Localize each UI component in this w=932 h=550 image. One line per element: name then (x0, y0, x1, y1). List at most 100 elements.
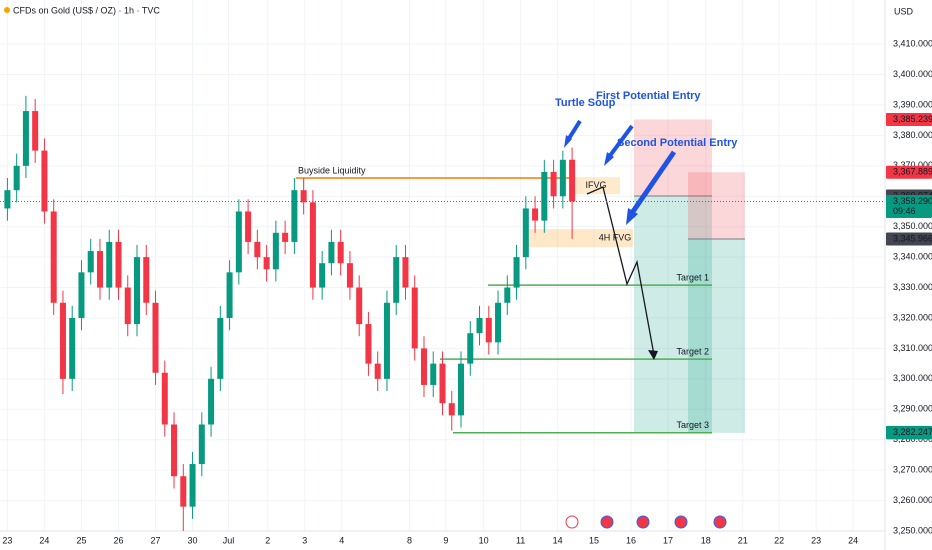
candle-body (22, 111, 29, 166)
y-tick-label: 3,310.000 (893, 343, 932, 353)
y-tick-label: 3,330.000 (893, 282, 932, 292)
price-tag (886, 232, 932, 246)
candle-body (217, 317, 224, 379)
candle-body (226, 272, 233, 318)
candle-body (495, 302, 502, 343)
candle-body (328, 241, 335, 264)
x-tick-label: 30 (188, 535, 198, 545)
candle-body (282, 232, 289, 242)
candle-body (115, 241, 122, 288)
candle-body (541, 171, 548, 221)
candle-body (522, 208, 529, 258)
zone-label: IFVG (585, 180, 606, 190)
y-tick-label: 3,320.000 (893, 312, 932, 322)
event-icon (713, 515, 727, 529)
candle-body (559, 159, 566, 197)
x-tick-label: 26 (113, 535, 123, 545)
x-tick-label: 4 (339, 535, 344, 545)
candle-body (439, 363, 446, 404)
candle-body (198, 424, 205, 465)
y-tick-label: 3,400.000 (893, 69, 932, 79)
candle-body (374, 363, 381, 379)
x-tick-label: 17 (663, 535, 673, 545)
price-tag (886, 165, 932, 179)
candle-body (448, 403, 455, 416)
y-tick-label: 3,270.000 (893, 465, 932, 475)
candle-body (476, 317, 483, 334)
candle-body (143, 257, 150, 303)
x-tick-label: 2 (265, 535, 270, 545)
event-icon (565, 515, 579, 529)
event-icon (674, 515, 688, 529)
event-icon (636, 515, 650, 529)
candle-body (96, 251, 103, 288)
x-tick-label: 11 (516, 535, 525, 545)
candle-body (467, 333, 474, 364)
x-tick-label: Jul (223, 535, 235, 545)
x-tick-label: 9 (443, 535, 448, 545)
price-tag (886, 426, 932, 440)
candle-body (319, 263, 326, 288)
x-tick-label: 24 (848, 535, 858, 545)
x-tick-label: 23 (2, 535, 12, 545)
price-tag-label: 3,282.247 (893, 427, 932, 437)
candle-body (365, 324, 372, 364)
x-tick-label: 27 (151, 535, 161, 545)
candle-body (235, 211, 242, 273)
candle-body (133, 257, 141, 325)
x-tick-label: 8 (407, 535, 412, 545)
y-tick-label: 3,350.000 (893, 221, 932, 231)
callout: Turtle Soup (555, 97, 616, 109)
target-zone (688, 238, 745, 433)
candle-body (152, 302, 159, 373)
liquidity-label: Buyside Liquidity (298, 165, 366, 175)
candle-body (13, 165, 20, 191)
candle-body (346, 263, 353, 288)
candle-body (309, 202, 316, 288)
x-tick-label: 16 (626, 535, 636, 545)
candle-body (504, 287, 511, 303)
price-tag-label: 3,367.889 (893, 167, 932, 177)
price-tag (886, 112, 932, 126)
candle-body (291, 190, 298, 242)
candle-body (411, 287, 418, 349)
x-tick-label: 15 (589, 535, 599, 545)
arrow-head (648, 350, 658, 360)
y-tick-label: 3,370.000 (893, 160, 932, 170)
candle-body (69, 317, 76, 379)
callout: Second Potential Entry (617, 137, 738, 149)
candle-body (420, 348, 427, 385)
x-tick-label: 3 (302, 535, 307, 545)
fvg-zone (523, 229, 633, 248)
x-tick-label: 14 (553, 535, 563, 545)
callout: First Potential Entry (596, 90, 701, 102)
candle-body (208, 378, 215, 425)
candle-body (161, 372, 168, 425)
y-tick-label: 3,300.000 (893, 373, 932, 383)
y-tick-label: 3,250.000 (893, 525, 932, 535)
candle-body (263, 257, 270, 270)
y-tick-label: 3,340.000 (893, 252, 932, 262)
candle-body (300, 190, 307, 203)
callout-arrow (607, 124, 634, 159)
candle-body (402, 257, 409, 288)
candle-body (532, 208, 539, 221)
candle-body (458, 363, 465, 416)
x-tick-label: 24 (39, 535, 49, 545)
x-tick-label: 23 (811, 535, 821, 545)
y-tick-label: 3,410.000 (893, 38, 932, 48)
x-tick-label: 21 (738, 535, 748, 545)
candle-body (50, 211, 57, 303)
candle-body (393, 257, 400, 303)
y-tick-label: 3,390.000 (893, 99, 932, 109)
candle-body (189, 464, 196, 507)
candle-body (41, 150, 48, 212)
fvg-zone (571, 177, 620, 195)
y-tick-label: 3,380.000 (893, 130, 932, 140)
target-label: Target 3 (676, 420, 709, 430)
target-label: Target 1 (676, 273, 709, 283)
candle-body (124, 287, 131, 325)
candle-body (59, 302, 66, 379)
candle-body (171, 424, 178, 477)
